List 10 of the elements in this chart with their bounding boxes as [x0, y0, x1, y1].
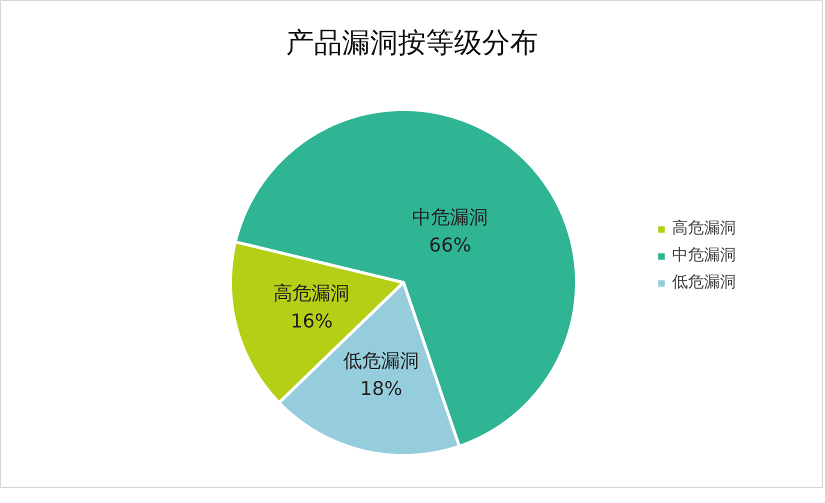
chart-title: 产品漏洞按等级分布 — [286, 26, 538, 59]
legend-label: 高危漏洞 — [672, 218, 736, 239]
slice-label: 低危漏洞 — [343, 350, 420, 372]
data-label: 16% — [290, 310, 333, 332]
slice-label: 中危漏洞 — [412, 206, 488, 228]
legend-label: 中危漏洞 — [672, 245, 736, 266]
data-label: 18% — [360, 378, 402, 400]
slice-label: 高危漏洞 — [274, 282, 350, 304]
legend-label: 低危漏洞 — [672, 272, 736, 293]
data-label: 66% — [429, 234, 472, 256]
